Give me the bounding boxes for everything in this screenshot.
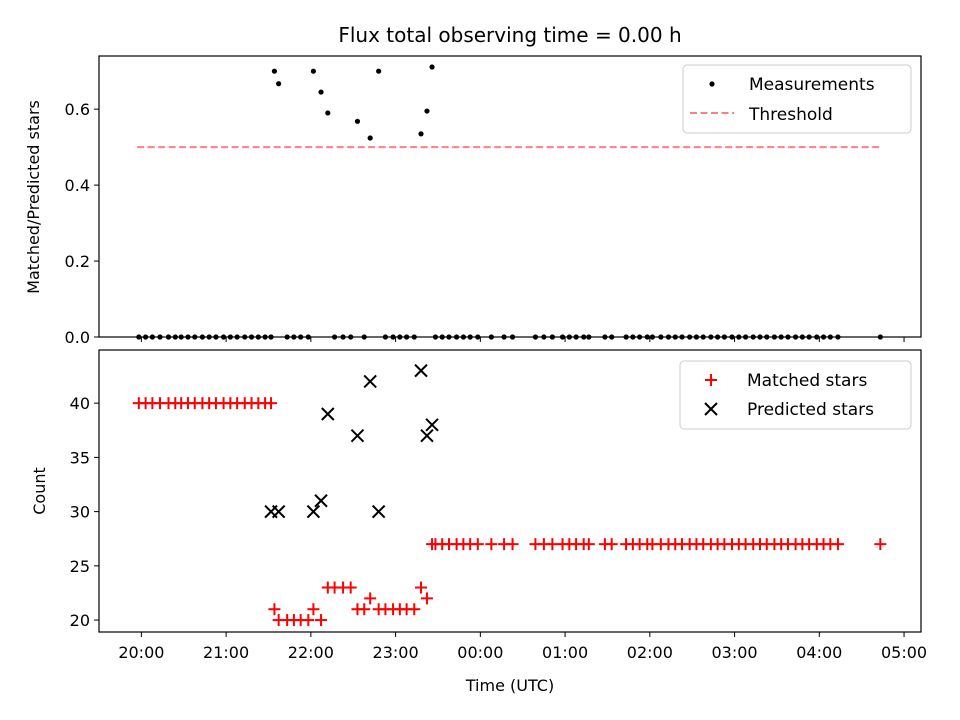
measurements-point bbox=[310, 68, 316, 74]
matched-stars-point bbox=[307, 603, 320, 616]
bottom-x-tick-label: 00:00 bbox=[457, 643, 503, 662]
measurements-point bbox=[271, 68, 278, 74]
predicted-stars-point bbox=[321, 407, 335, 421]
matched-stars-point bbox=[408, 603, 421, 616]
measurements-point bbox=[367, 135, 373, 141]
matched-stars-point bbox=[506, 538, 519, 551]
bottom-x-tick-label: 23:00 bbox=[373, 643, 419, 662]
legend-marker-matched-stars bbox=[705, 374, 717, 386]
top-y-axis-label: Matched/Predicted stars bbox=[24, 100, 43, 294]
chart-title: Flux total observing time = 0.00 h bbox=[338, 23, 681, 47]
top-y-tick-label: 0.0 bbox=[65, 328, 90, 347]
legend-label-threshold: Threshold bbox=[748, 105, 833, 125]
bottom-x-tick-label: 20:00 bbox=[118, 643, 164, 662]
legend-label-measurements: Measurements bbox=[749, 75, 875, 95]
bottom-legend-box bbox=[679, 360, 912, 430]
top-y-tick-label: 0.2 bbox=[65, 252, 90, 271]
legend-label-matched-stars: Matched stars bbox=[747, 371, 867, 391]
predicted-stars-point bbox=[420, 428, 434, 443]
matched-stars-point bbox=[268, 603, 281, 616]
bottom-x-tick-label: 03:00 bbox=[712, 643, 758, 662]
bottom-x-tick-label: 22:00 bbox=[288, 643, 334, 662]
predicted-stars-point bbox=[371, 504, 386, 519]
bottom-x-tick-label: 21:00 bbox=[203, 643, 249, 662]
measurements-point bbox=[429, 64, 435, 70]
measurements-point bbox=[276, 81, 282, 87]
matched-stars-point bbox=[546, 538, 559, 551]
bottom-panel: 20 25 30 35 40 20:00 21:00 22:00 23:00 00:00 01:00… bbox=[30, 349, 927, 695]
matched-stars-point bbox=[358, 603, 371, 616]
predicted-stars-point bbox=[306, 504, 321, 519]
bottom-y-tick-label: 25 bbox=[70, 557, 90, 576]
predicted-stars-point bbox=[314, 494, 328, 508]
bottom-y-tick-label: 20 bbox=[70, 611, 90, 630]
bottom-y-tick-label: 30 bbox=[70, 503, 90, 522]
bottom-x-tick-label: 04:00 bbox=[796, 643, 842, 662]
measurements-point bbox=[424, 108, 430, 114]
bottom-legend: Matched stars Predicted stars bbox=[679, 360, 912, 430]
matched-stars-point bbox=[302, 614, 315, 627]
predicted-stars-point bbox=[363, 374, 377, 389]
matched-stars-point bbox=[582, 538, 595, 551]
measurements-point bbox=[354, 118, 361, 124]
predicted-stars-point bbox=[425, 418, 439, 432]
predicted-stars-point bbox=[350, 428, 365, 443]
bottom-y-tick-label: 40 bbox=[70, 394, 90, 413]
top-legend: Measurements Threshold bbox=[682, 64, 912, 134]
bottom-x-tick-label: 02:00 bbox=[627, 643, 673, 662]
top-plot-frame bbox=[98, 55, 922, 338]
measurements-point bbox=[418, 131, 424, 137]
top-y-tick-label: 0.4 bbox=[65, 176, 90, 195]
x-axis-label: Time (UTC) bbox=[465, 676, 554, 695]
bottom-x-tick-label: 01:00 bbox=[542, 643, 588, 662]
measurements-point bbox=[325, 110, 331, 116]
predicted-stars-point bbox=[271, 504, 286, 519]
bottom-y-axis-label: Count bbox=[30, 467, 49, 515]
bottom-plot-frame bbox=[98, 349, 922, 633]
matched-stars-point bbox=[415, 581, 428, 594]
matched-stars-point bbox=[265, 397, 278, 410]
legend-marker-predicted-stars bbox=[704, 402, 718, 416]
matched-stars-point bbox=[485, 538, 498, 551]
matched-stars-point bbox=[874, 538, 887, 551]
matched-stars-point bbox=[420, 592, 433, 605]
top-legend-box bbox=[682, 64, 912, 134]
top-panel: 0.0 0.2 0.4 0.6 Matched/Predicted stars Mea… bbox=[24, 55, 922, 347]
top-y-tick-label: 0.6 bbox=[65, 100, 90, 119]
predicted-stars-point bbox=[414, 363, 428, 378]
bottom-y-tick-label: 35 bbox=[70, 448, 90, 467]
measurements-point bbox=[376, 68, 382, 74]
matched-stars-point bbox=[605, 538, 618, 551]
matched-stars-point bbox=[364, 592, 377, 605]
matched-stars-point bbox=[831, 538, 844, 551]
bottom-x-tick-label: 05:00 bbox=[881, 643, 927, 662]
legend-marker-measurements bbox=[709, 81, 715, 87]
matched-stars-point bbox=[344, 581, 357, 594]
measurements-point bbox=[318, 89, 324, 95]
matched-stars-point bbox=[315, 614, 328, 627]
matched-stars-point bbox=[471, 538, 484, 551]
legend-label-predicted-stars: Predicted stars bbox=[747, 400, 874, 420]
